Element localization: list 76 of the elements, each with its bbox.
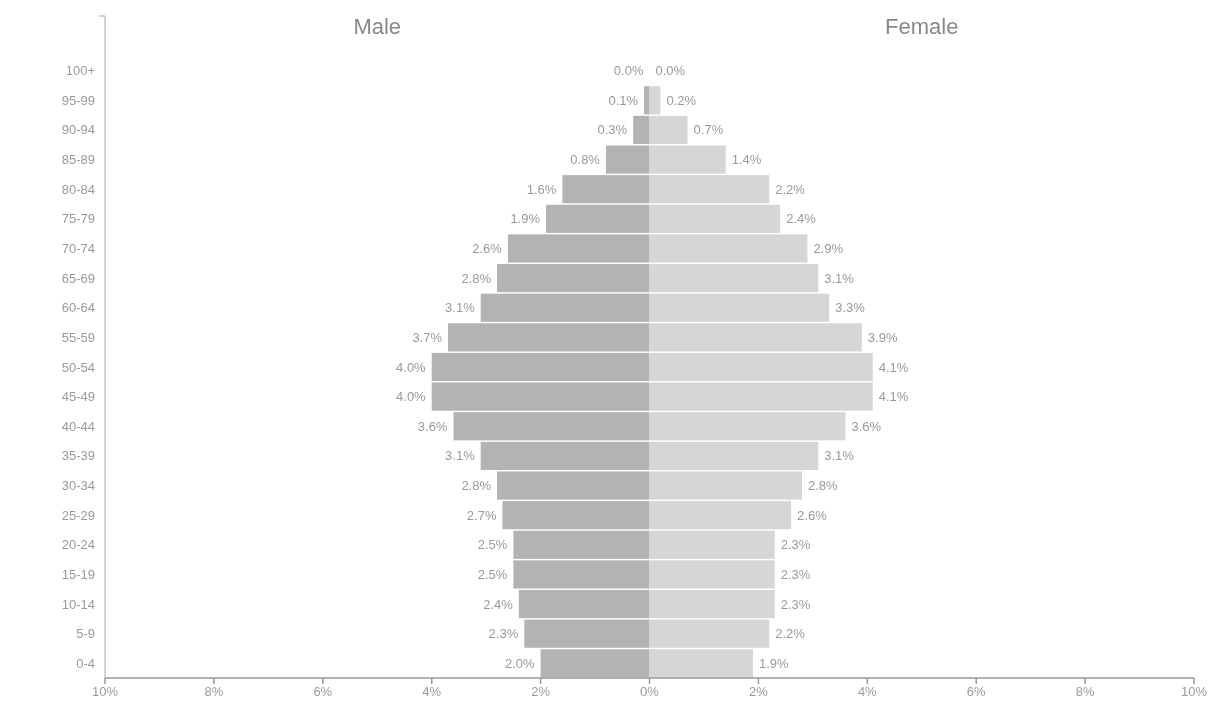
x-tick-label: 4% [857, 684, 878, 699]
data-label: 1.9% [758, 655, 790, 671]
y-tick-label: 90-94 [61, 122, 95, 138]
data-label: 2.2% [775, 626, 806, 642]
data-label: 3.6% [851, 418, 882, 434]
data-label: 0.1% [608, 92, 639, 108]
y-tick-label: 95-99 [61, 92, 95, 108]
y-tick-label: 40-44 [61, 418, 95, 434]
data-label: 3.6% [417, 418, 448, 434]
data-label: 4.1% [878, 359, 909, 375]
y-tick-label: 15-19 [61, 566, 95, 582]
data-label: 0.0% [655, 63, 686, 79]
data-label: 2.4% [483, 596, 514, 612]
data-label: 0.8% [570, 152, 601, 168]
x-tick-label: 8% [204, 684, 224, 699]
data-label: 3.9% [867, 329, 898, 345]
data-label: 2.0% [504, 655, 536, 671]
data-label: 3.7% [412, 329, 443, 345]
data-label: 4.0% [396, 359, 427, 375]
y-tick-label: 70-74 [61, 241, 95, 257]
data-label: 2.8% [461, 478, 492, 494]
y-tick-label: 75-79 [61, 211, 95, 227]
chart-title: Female [885, 14, 959, 39]
x-tick-label: 0% [640, 684, 660, 699]
chart-title: Male [353, 14, 402, 39]
y-tick-label: 60-64 [61, 300, 95, 316]
data-label: 1.6% [526, 181, 557, 197]
data-label: 1.9% [510, 211, 541, 227]
data-label: 0.7% [693, 122, 724, 138]
data-label: 2.6% [797, 507, 828, 523]
data-label: 3.3% [835, 300, 866, 316]
x-tick-label: 10% [91, 684, 119, 699]
y-tick-label: 80-84 [61, 181, 95, 197]
data-label: 3.1% [445, 448, 476, 464]
data-label: 2.2% [775, 181, 806, 197]
data-label: 2.8% [461, 270, 492, 286]
y-tick-label: 65-69 [61, 270, 95, 286]
data-label: 0.2% [666, 92, 697, 108]
data-label: 2.3% [780, 537, 811, 553]
data-label: 4.1% [878, 389, 909, 405]
data-label: 0.3% [597, 122, 628, 138]
y-tick-label: 55-59 [61, 329, 95, 345]
data-label: 2.3% [488, 626, 519, 642]
data-label: 2.9% [813, 241, 844, 257]
data-label: 2.8% [807, 478, 839, 494]
data-label: 2.3% [780, 566, 811, 582]
data-label: 2.4% [786, 211, 817, 227]
data-label: 2.3% [780, 596, 811, 612]
data-label: 1.4% [731, 152, 762, 168]
data-label: 2.7% [466, 507, 497, 523]
x-tick-label: 2% [531, 684, 551, 699]
y-tick-label: 5-9 [76, 626, 95, 642]
data-label: 0.0% [613, 63, 644, 79]
y-tick-label: 0-4 [76, 655, 95, 671]
y-tick-label: 45-49 [61, 389, 95, 405]
y-tick-label: 35-39 [61, 448, 95, 464]
data-label: 2.6% [472, 241, 503, 257]
y-tick-label: 25-29 [61, 507, 95, 523]
x-tick-label: 6% [313, 684, 333, 699]
y-tick-label: 10-14 [61, 596, 95, 612]
y-tick-label: 20-24 [61, 537, 95, 553]
x-tick-label: 2% [749, 684, 769, 699]
x-tick-label: 4% [422, 684, 442, 699]
data-label: 2.5% [477, 537, 508, 553]
y-tick-label: 100+ [65, 63, 95, 79]
data-label: 3.1% [824, 270, 855, 286]
x-tick-label: 10% [1180, 684, 1208, 699]
y-tick-label: 30-34 [61, 478, 95, 494]
x-tick-label: 8% [1075, 684, 1095, 699]
y-tick-label: 50-54 [61, 359, 95, 375]
data-label: 4.0% [396, 389, 427, 405]
data-label: 2.5% [477, 566, 508, 582]
data-label: 3.1% [445, 300, 476, 316]
data-label: 3.1% [824, 448, 855, 464]
x-tick-label: 6% [966, 684, 987, 699]
y-tick-label: 85-89 [61, 152, 95, 168]
